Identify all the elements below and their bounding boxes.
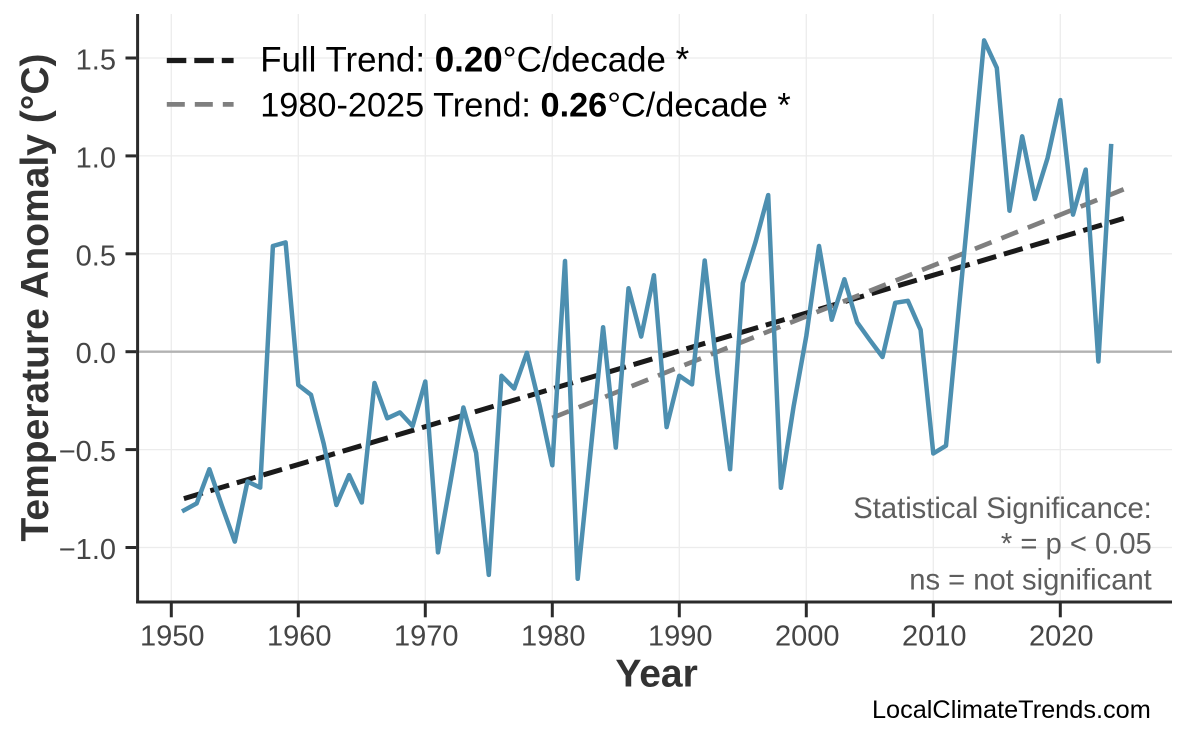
- svg-text:Full Trend: 0.20°C/decade *: Full Trend: 0.20°C/decade *: [260, 41, 689, 80]
- svg-text:1980: 1980: [521, 621, 586, 653]
- svg-text:1980-2025 Trend: 0.26°C/decade: 1980-2025 Trend: 0.26°C/decade *: [260, 87, 791, 125]
- svg-text:0.0: 0.0: [76, 338, 116, 370]
- svg-text:0.5: 0.5: [76, 240, 116, 272]
- svg-text:1960: 1960: [267, 621, 332, 653]
- svg-text:2000: 2000: [775, 621, 840, 653]
- svg-text:1.0: 1.0: [76, 142, 116, 174]
- svg-text:ns = not significant: ns = not significant: [909, 564, 1152, 596]
- svg-text:−0.5: −0.5: [59, 436, 116, 468]
- svg-text:2010: 2010: [902, 621, 967, 653]
- svg-text:Temperature Anomaly (°C): Temperature Anomaly (°C): [14, 53, 57, 541]
- svg-text:1970: 1970: [394, 621, 459, 653]
- svg-text:2020: 2020: [1029, 621, 1094, 653]
- svg-text:Statistical Significance:: Statistical Significance:: [853, 493, 1152, 525]
- svg-text:1.5: 1.5: [76, 45, 116, 77]
- svg-text:* = p < 0.05: * = p < 0.05: [1001, 529, 1152, 561]
- svg-text:1990: 1990: [648, 621, 713, 653]
- svg-text:Year: Year: [615, 652, 697, 695]
- svg-text:−1.0: −1.0: [59, 534, 116, 566]
- svg-text:LocalClimateTrends.com: LocalClimateTrends.com: [872, 696, 1151, 724]
- svg-text:1950: 1950: [140, 621, 205, 653]
